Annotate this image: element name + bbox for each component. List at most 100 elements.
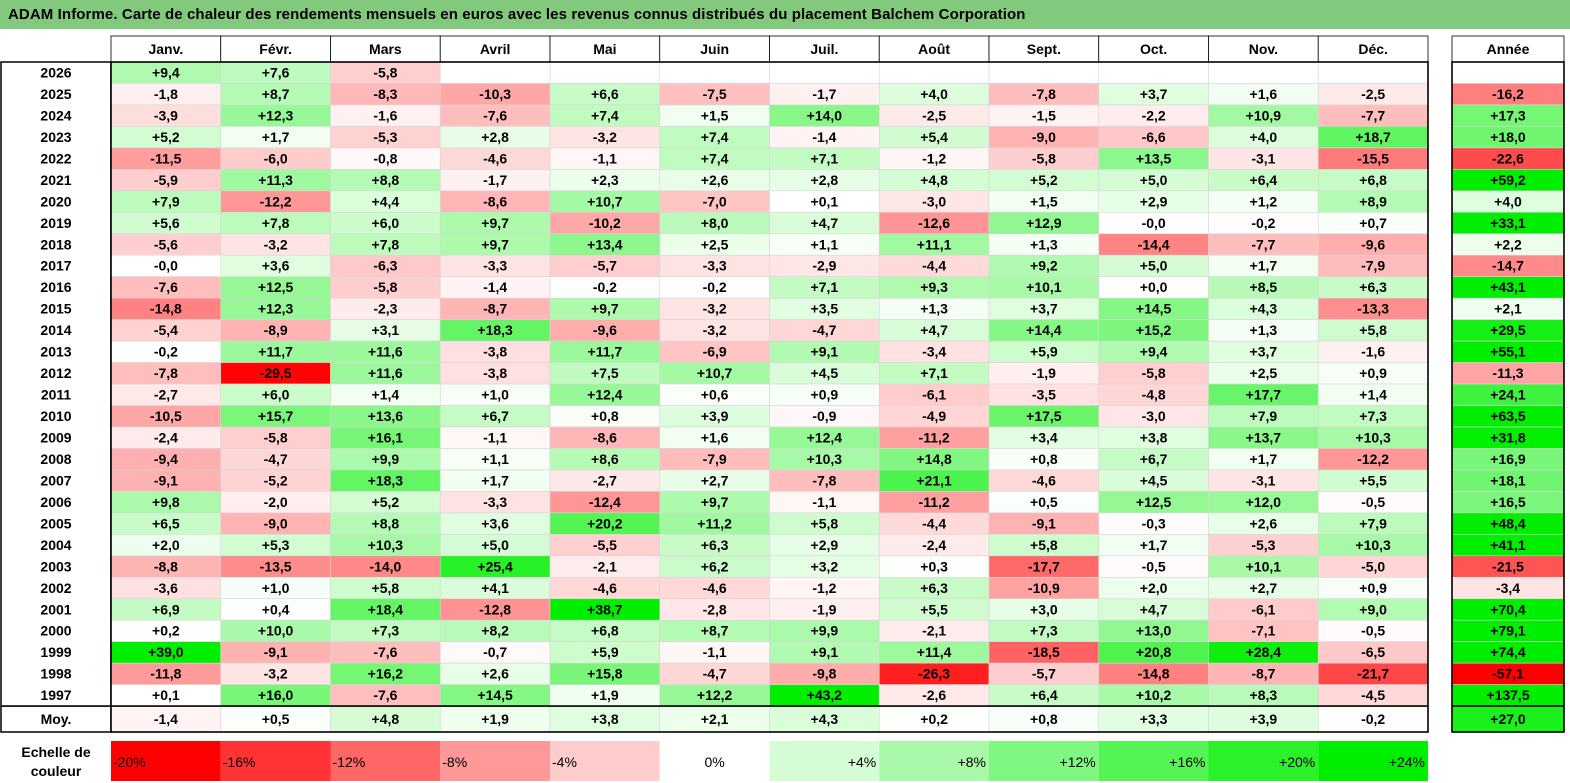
cell-value: -7,8	[812, 472, 836, 488]
cell-value: +15,8	[587, 666, 623, 682]
cell-value: -3,5	[1032, 387, 1056, 403]
cell-value: +16,2	[368, 666, 404, 682]
average-year-value: +27,0	[1490, 711, 1526, 727]
cell-value: +9,7	[591, 301, 619, 317]
heatmap-cell	[659, 61, 770, 84]
year-total-value: -22,6	[1492, 150, 1524, 166]
column-header-cell	[1317, 35, 1429, 63]
cell-value: -12,2	[1357, 451, 1389, 467]
cell-value: -0,9	[812, 408, 836, 424]
cell-value: +10,1	[1026, 279, 1062, 295]
cell-value: -9,0	[264, 515, 288, 531]
cell-value: -1,7	[483, 172, 507, 188]
column-header-label: Nov.	[1249, 41, 1278, 57]
cell-value: +1,7	[1250, 258, 1278, 274]
cell-value: +12,2	[697, 687, 733, 703]
column-header-cell	[769, 35, 880, 63]
cell-value: -3,2	[593, 129, 617, 145]
cell-value: +8,8	[372, 515, 400, 531]
cell-value: +8,6	[591, 451, 619, 467]
cell-value: +3,5	[811, 301, 839, 317]
cell-value: +5,0	[1140, 172, 1168, 188]
year-total-value: +17,3	[1490, 107, 1526, 123]
cell-value: -0,2	[1251, 215, 1275, 231]
cell-value: -3,2	[703, 301, 727, 317]
cell-value: +7,1	[920, 365, 948, 381]
cell-value: +15,7	[258, 408, 294, 424]
cell-value: +14,5	[1136, 301, 1172, 317]
average-value: +2,1	[701, 711, 729, 727]
row-label: 2002	[40, 580, 71, 596]
cell-value: -4,4	[922, 515, 946, 531]
scale-step-label: -16%	[223, 754, 256, 770]
row-label: 2018	[40, 236, 71, 252]
year-header-cell	[1451, 35, 1565, 63]
cell-value: +12,3	[258, 107, 294, 123]
cell-value: +4,5	[811, 365, 839, 381]
cell-value: -0,5	[1361, 494, 1385, 510]
year-total-value: +74,4	[1490, 644, 1526, 660]
cell-value: +6,4	[1250, 172, 1278, 188]
row-label: 1997	[40, 687, 71, 703]
average-value: +3,8	[591, 711, 619, 727]
cell-value: -0,3	[1142, 515, 1166, 531]
cell-value: -5,9	[154, 172, 178, 188]
cell-value: +3,1	[372, 322, 400, 338]
cell-value: +6,9	[152, 601, 180, 617]
cell-value: +4,5	[1140, 472, 1168, 488]
cell-value: -12,8	[479, 601, 511, 617]
cell-value: -6,1	[922, 387, 946, 403]
cell-value: +5,2	[372, 494, 400, 510]
column-header-label: Avril	[480, 41, 511, 57]
scale-step-label: 0%	[705, 754, 725, 770]
cell-value: -4,6	[1032, 472, 1056, 488]
cell-value: +7,3	[372, 623, 400, 639]
page-title: ADAM Informe. Carte de chaleur des rende…	[8, 6, 1026, 23]
cell-value: +5,5	[1359, 472, 1387, 488]
cell-value: +7,1	[811, 150, 839, 166]
cell-value: -0,8	[373, 150, 397, 166]
cell-value: +9,3	[920, 279, 948, 295]
cell-value: +11,6	[368, 365, 403, 381]
cell-value: +4,1	[481, 580, 509, 596]
cell-value: +6,5	[152, 515, 180, 531]
cell-value: -9,0	[1032, 129, 1056, 145]
cell-value: +12,0	[1246, 494, 1282, 510]
average-value: +3,9	[1250, 711, 1278, 727]
row-label: 2005	[40, 515, 71, 531]
heatmap-cell	[769, 61, 880, 84]
cell-value: -1,9	[812, 601, 836, 617]
cell-value: -12,4	[589, 494, 621, 510]
row-label: 2019	[40, 215, 71, 231]
cell-value: +6,0	[372, 215, 400, 231]
cell-value: -4,7	[264, 451, 288, 467]
cell-value: +3,7	[1140, 86, 1168, 102]
cell-value: +2,8	[811, 172, 839, 188]
row-label: 2023	[40, 129, 71, 145]
cell-value: +12,4	[807, 429, 843, 445]
cell-value: +11,4	[917, 644, 952, 660]
average-cell	[330, 705, 441, 733]
cell-value: -9,6	[593, 322, 617, 338]
cell-value: +4,0	[1250, 129, 1278, 145]
cell-value: +2,7	[701, 472, 729, 488]
cell-value: -9,1	[154, 472, 178, 488]
cell-value: +6,3	[1359, 279, 1387, 295]
cell-value: -2,3	[373, 301, 397, 317]
cell-value: +6,8	[1359, 172, 1387, 188]
cell-value: +1,9	[591, 687, 619, 703]
year-total-value: -3,4	[1496, 580, 1520, 596]
average-value: +0,2	[920, 711, 948, 727]
cell-value: -6,9	[703, 344, 727, 360]
cell-value: -0,2	[703, 279, 727, 295]
cell-value: -10,3	[479, 86, 511, 102]
column-header-label: Sept.	[1027, 41, 1061, 57]
cell-value: +0,8	[1030, 451, 1058, 467]
cell-value: +3,6	[481, 515, 509, 531]
cell-value: +1,7	[481, 472, 509, 488]
cell-value: +3,0	[1030, 601, 1058, 617]
cell-value: -1,1	[812, 494, 836, 510]
heatmap-cell	[988, 61, 1100, 84]
average-value: -1,4	[154, 711, 178, 727]
cell-value: -1,1	[703, 644, 727, 660]
